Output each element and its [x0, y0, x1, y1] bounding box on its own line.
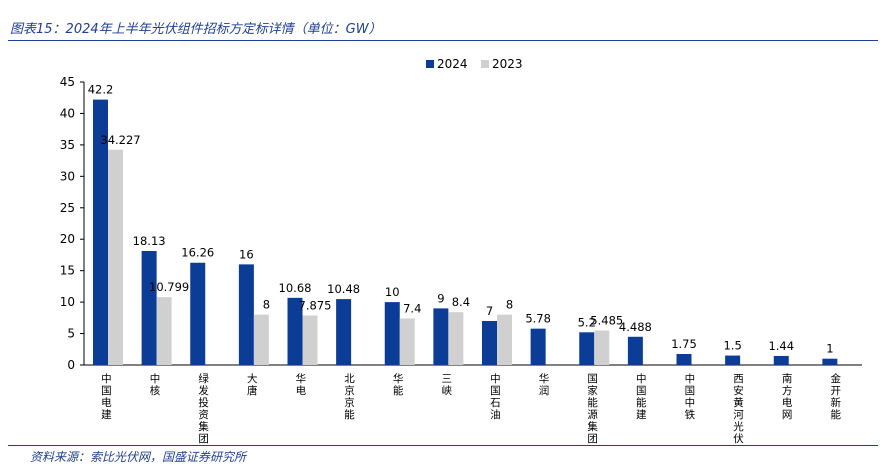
category-label: 金开新能 [830, 372, 841, 421]
category-label: 中国石油 [490, 372, 501, 421]
bar-2024 [627, 336, 643, 365]
category-label: 中国能建 [636, 372, 647, 421]
legend-swatch-2023 [481, 60, 489, 68]
data-label-2024: 5.2 [578, 315, 596, 329]
data-label-2023: 34.227 [100, 133, 140, 147]
bar-2024 [725, 355, 741, 365]
category-label: 华润 [539, 372, 550, 397]
title-divider [8, 40, 878, 41]
category-label: 中核 [150, 372, 161, 397]
bar-2024 [93, 99, 108, 365]
bar-2024 [336, 299, 352, 365]
bar-2023 [399, 318, 415, 365]
category-label: 西安黄河光伏 [733, 373, 744, 445]
bar-2024 [238, 264, 254, 365]
y-tick-label: 15 [60, 264, 75, 278]
source-divider [8, 445, 878, 446]
y-tick-label: 5 [67, 327, 75, 341]
bar-2023 [253, 314, 269, 365]
category-label: 中国中铁 [685, 372, 696, 421]
data-label-2024: 10 [385, 285, 400, 299]
y-tick-label: 40 [60, 106, 75, 120]
y-tick-label: 30 [60, 169, 75, 183]
y-tick-label: 45 [60, 75, 75, 89]
bar-2024 [433, 308, 449, 365]
y-tick-label: 20 [60, 232, 75, 246]
data-label-2024: 9 [437, 291, 444, 305]
data-label-2023: 7.875 [299, 298, 332, 312]
bar-2024 [141, 250, 157, 365]
data-label-2023: 7.4 [403, 301, 421, 315]
legend-label-2023: 2023 [492, 57, 523, 71]
data-label-2024: 18.13 [133, 234, 166, 248]
category-label: 华能 [393, 372, 404, 397]
bar-2024 [287, 297, 303, 365]
data-label-2024: 1.44 [768, 339, 794, 353]
category-label: 三峡 [441, 373, 452, 397]
data-label-2024: 16.26 [181, 246, 214, 260]
data-label-2023: 8.4 [452, 295, 470, 309]
data-label-2024: 16 [239, 247, 254, 261]
category-label: 南方电网 [782, 372, 793, 421]
source-note: 资料来源：索比光伏网，国盛证券研究所 [30, 450, 247, 464]
bar-2024 [384, 302, 400, 365]
y-tick-label: 0 [67, 358, 75, 372]
data-label-2024: 7 [486, 304, 493, 318]
bar-2023 [497, 314, 512, 365]
category-label: 中国电建 [101, 372, 112, 421]
bar-2024 [530, 328, 546, 365]
bar-2023 [108, 149, 123, 365]
data-label-2024: 10.48 [327, 282, 360, 296]
bar-2024 [822, 358, 838, 365]
legend-swatch-2024 [426, 60, 434, 68]
y-tick-label: 10 [60, 295, 75, 309]
data-label-2024: 10.68 [279, 281, 312, 295]
bar-2023 [594, 330, 610, 365]
bar-2023 [302, 315, 318, 365]
category-label: 大唐 [247, 372, 258, 397]
data-label-2024: 1 [826, 342, 833, 356]
legend-label-2024: 2024 [437, 57, 468, 71]
data-label-2023: 5.485 [590, 314, 623, 328]
data-label-2023: 8 [506, 298, 513, 312]
bar-2024 [579, 332, 595, 365]
data-label-2024: 1.5 [723, 339, 741, 353]
category-label: 北京京能 [344, 373, 355, 421]
y-tick-label: 35 [60, 138, 75, 152]
data-label-2024: 42.2 [88, 83, 114, 97]
bar-2023 [448, 312, 464, 365]
data-label-2023: 8 [263, 298, 270, 312]
category-label: 华电 [296, 372, 307, 397]
chart-title: 图表15：2024年上半年光伏组件招标方定标详情（单位：GW） [10, 22, 382, 37]
bar-2024 [773, 355, 789, 365]
bar-2023 [156, 297, 172, 365]
data-label-2024: 5.78 [525, 312, 551, 326]
category-label: 国家能源集团 [587, 373, 598, 445]
bar-2024 [190, 262, 206, 365]
y-tick-label: 25 [60, 201, 75, 215]
data-label-2024: 4.488 [619, 320, 652, 334]
data-label-2024: 1.75 [671, 337, 697, 351]
bar-2024 [676, 353, 692, 365]
bar-2024 [482, 320, 497, 365]
data-label-2023: 10.799 [149, 280, 189, 294]
category-label: 绿发投资集团 [198, 372, 209, 445]
